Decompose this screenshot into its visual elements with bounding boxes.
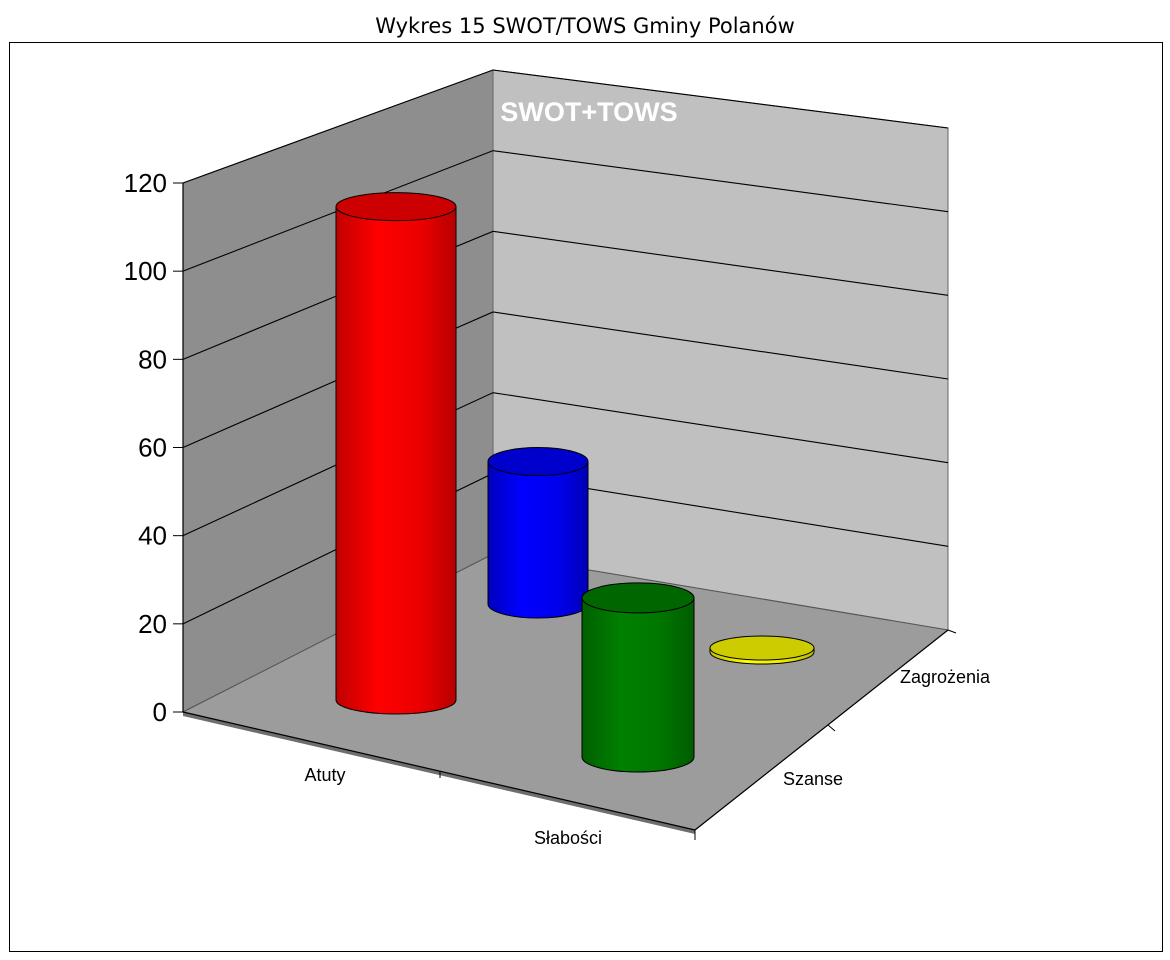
bar-body bbox=[582, 598, 694, 772]
category-label-atuty: Atuty bbox=[304, 765, 345, 785]
bar-top bbox=[710, 636, 814, 660]
y-tick-label: 0 bbox=[153, 697, 167, 727]
bar-słabości bbox=[488, 448, 588, 618]
bar-top bbox=[582, 583, 694, 613]
y-tick-label: 100 bbox=[124, 256, 167, 286]
bar-zagrożenia bbox=[710, 636, 814, 664]
y-tick-label: 80 bbox=[138, 344, 167, 374]
y-tick-label: 20 bbox=[138, 609, 167, 639]
y-axis-ticks: 0 20 40 60 80 100 120 bbox=[124, 168, 183, 727]
series-label-szanse: Szanse bbox=[783, 769, 843, 789]
chart-title: SWOT+TOWS bbox=[500, 97, 677, 127]
y-tick-label: 60 bbox=[138, 433, 167, 463]
bar-top bbox=[336, 193, 456, 221]
z-axis-tick bbox=[828, 725, 835, 731]
bar-body bbox=[336, 207, 456, 714]
y-tick-label: 40 bbox=[138, 521, 167, 551]
bar-body bbox=[488, 462, 588, 618]
y-tick-label: 120 bbox=[124, 168, 167, 198]
bar-szanse bbox=[582, 583, 694, 772]
bar-atuty bbox=[336, 193, 456, 714]
series-label-zagrozenia: Zagrożenia bbox=[900, 667, 991, 687]
z-axis-tick bbox=[948, 630, 956, 633]
category-label-slabosci: Słabości bbox=[534, 828, 602, 848]
bar-top bbox=[488, 448, 588, 476]
